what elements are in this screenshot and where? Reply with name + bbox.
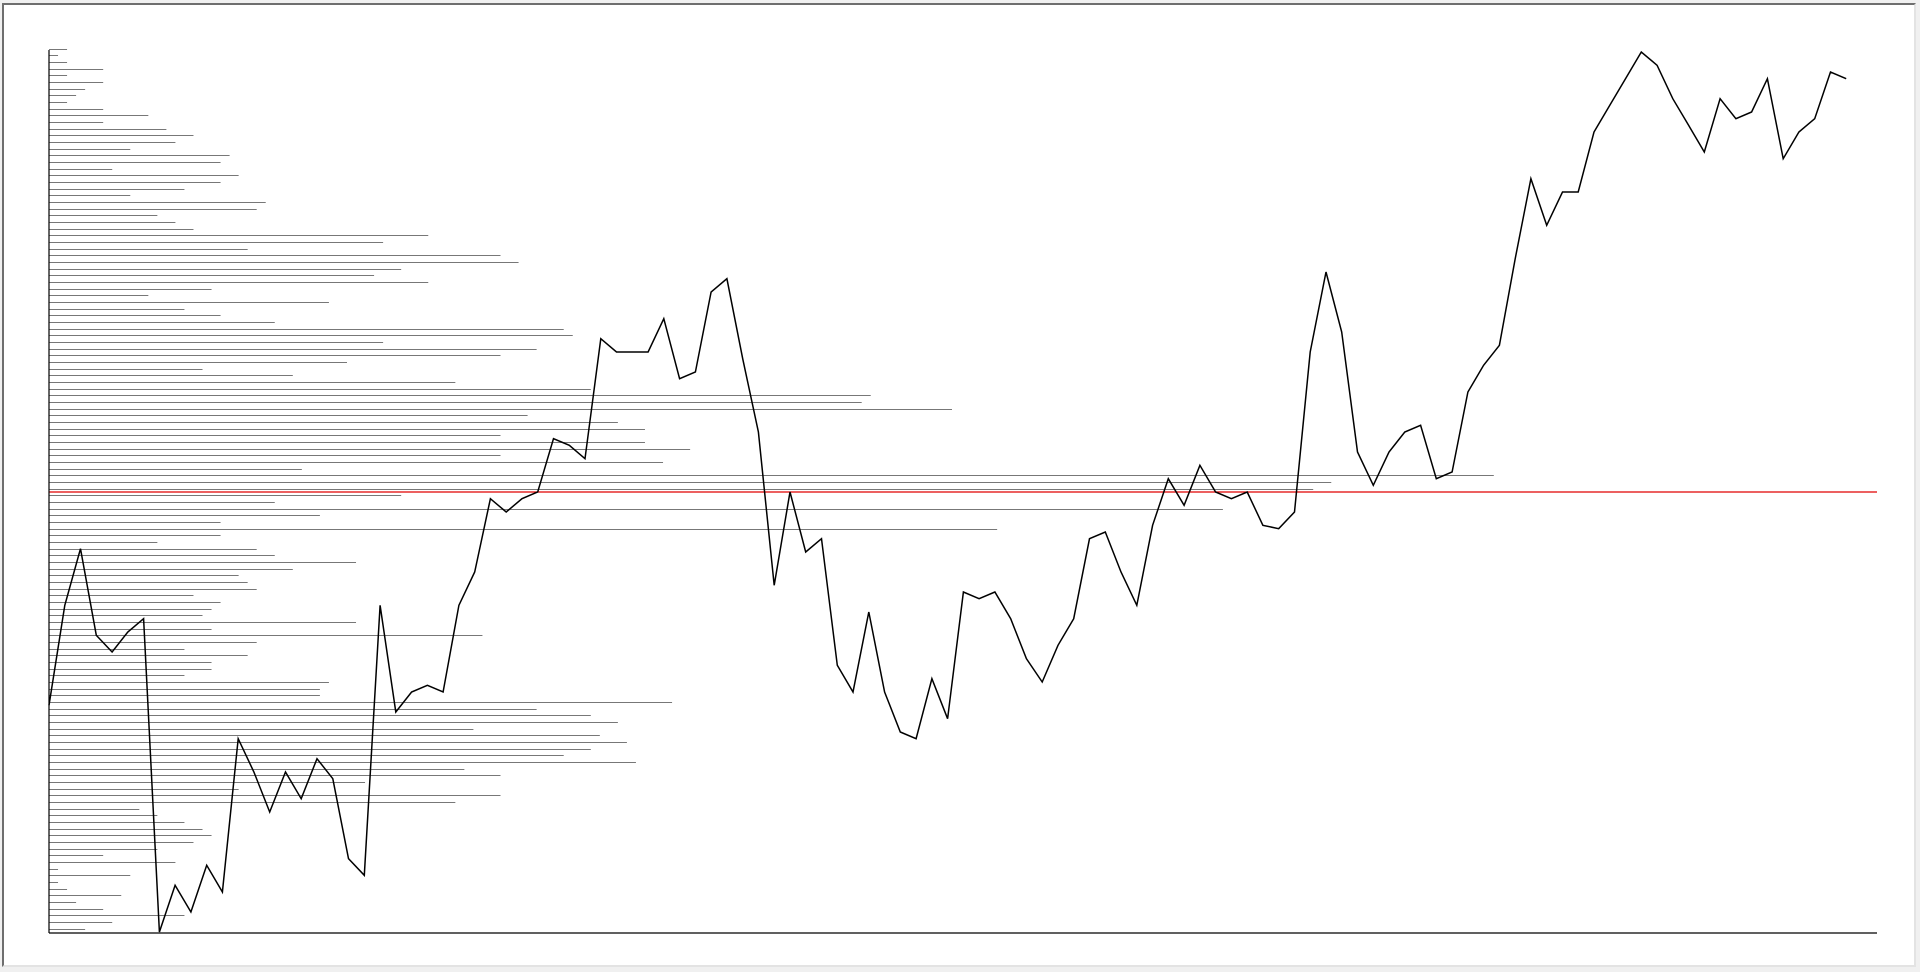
axes — [48, 50, 1877, 934]
chart-window — [2, 3, 1916, 967]
series-line — [48, 50, 1847, 933]
series-layer — [48, 50, 1847, 933]
volume-profile — [49, 49, 1494, 930]
